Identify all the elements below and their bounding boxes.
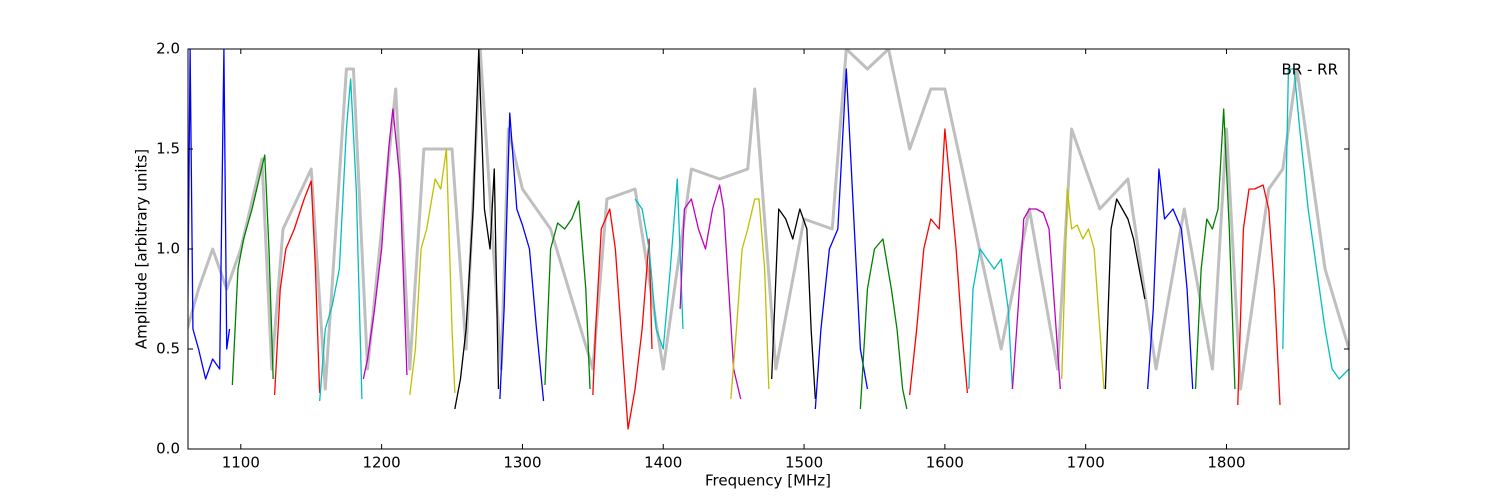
x-tick-label: 1400	[644, 454, 682, 472]
series-line	[909, 128, 969, 396]
x-tick-label: 1100	[222, 454, 260, 472]
series-line	[634, 178, 684, 350]
series-line	[188, 49, 231, 380]
series-line	[188, 49, 1349, 391]
series-line	[362, 108, 408, 380]
series-line	[409, 148, 456, 396]
series-line	[679, 184, 742, 400]
x-tick-label: 1700	[1067, 454, 1105, 472]
series-line	[1061, 188, 1105, 390]
series-line	[273, 180, 321, 396]
series-line	[319, 78, 363, 402]
series-line	[1104, 198, 1146, 390]
y-axis-label: Amplitude [arbitrary units]	[133, 149, 151, 349]
series-line	[1011, 208, 1061, 390]
x-tick-label: 1800	[1207, 454, 1245, 472]
y-tick-label: 1.5	[156, 140, 180, 158]
y-tick-label: 0.5	[156, 340, 180, 358]
series-line	[730, 198, 770, 400]
annotation: BR - RR	[1281, 61, 1338, 79]
series-line	[1194, 108, 1236, 390]
plot-area	[188, 49, 1349, 430]
series-line	[592, 208, 653, 430]
series-line	[859, 238, 908, 410]
y-tick-label: 1.0	[156, 240, 180, 258]
x-tick-label: 1500	[785, 454, 823, 472]
x-tick-label: 1200	[363, 454, 401, 472]
series-line	[968, 248, 1014, 390]
series-line	[814, 68, 869, 410]
series-line	[231, 154, 274, 386]
series-line	[454, 49, 500, 410]
series-line	[1237, 184, 1281, 406]
x-axis-label: Frequency [MHz]	[705, 472, 831, 490]
x-tick-label: 1300	[503, 454, 541, 472]
series-line	[771, 208, 816, 400]
y-tick-label: 2.0	[156, 40, 180, 58]
series-line	[1146, 168, 1194, 390]
x-tick-label: 1600	[926, 454, 964, 472]
series-line	[544, 200, 591, 390]
series-line	[499, 112, 545, 402]
series-line	[1282, 68, 1349, 380]
y-tick-label: 0.0	[156, 440, 180, 458]
